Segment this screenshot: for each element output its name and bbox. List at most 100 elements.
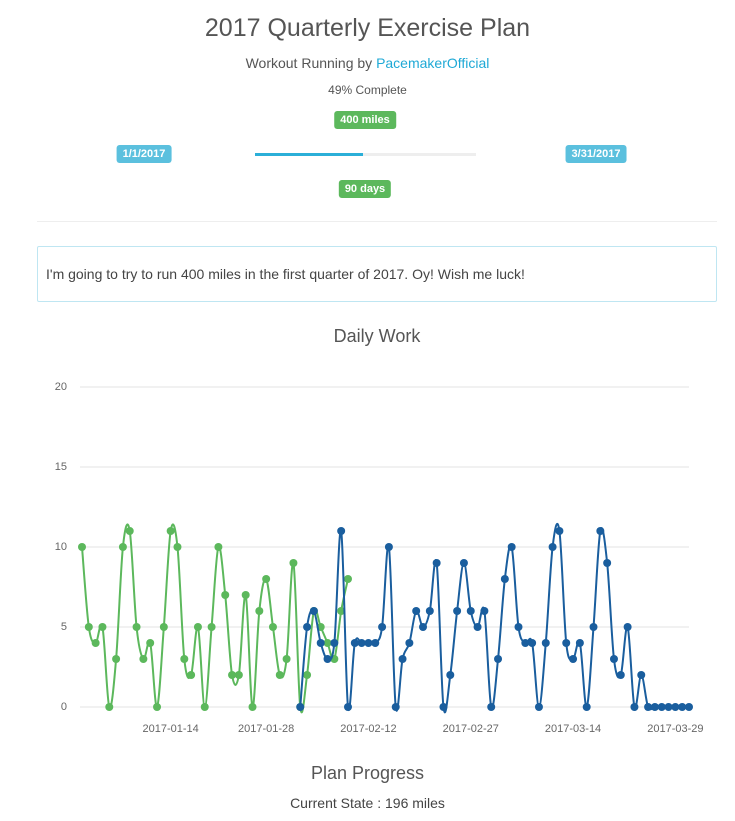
- data-point: [309, 607, 318, 615]
- series-line: [299, 523, 689, 714]
- data-point: [562, 639, 571, 647]
- x-tick-label: 2017-03-14: [545, 723, 601, 735]
- progress-fill: [255, 153, 364, 156]
- data-point: [166, 527, 175, 535]
- data-point: [384, 543, 393, 551]
- x-tick-label: 2017-01-14: [143, 723, 199, 735]
- data-point: [343, 575, 352, 583]
- data-point: [473, 623, 482, 631]
- y-tick-label: 20: [55, 381, 67, 393]
- data-point: [603, 559, 612, 567]
- data-point: [459, 559, 468, 567]
- data-point: [507, 543, 516, 551]
- divider: [37, 221, 717, 222]
- data-point: [596, 527, 605, 535]
- data-point: [405, 639, 414, 647]
- data-point: [391, 703, 400, 711]
- data-point: [187, 671, 196, 679]
- y-tick-label: 0: [61, 701, 67, 713]
- data-point: [323, 639, 332, 647]
- data-point: [425, 607, 434, 615]
- data-point: [528, 639, 537, 647]
- data-point: [78, 543, 86, 551]
- y-tick-label: 5: [61, 621, 67, 633]
- data-point: [289, 559, 298, 567]
- goal-badge: 400 miles: [334, 111, 396, 129]
- data-point: [303, 623, 312, 631]
- data-point: [521, 639, 530, 647]
- author-link[interactable]: PacemakerOfficial: [376, 55, 490, 71]
- data-point: [569, 655, 578, 663]
- data-point: [589, 623, 598, 631]
- y-tick-label: 15: [55, 461, 67, 473]
- data-point: [323, 655, 332, 663]
- data-point: [650, 703, 659, 711]
- data-point: [555, 527, 564, 535]
- data-point: [644, 703, 653, 711]
- data-point: [616, 671, 625, 679]
- data-point: [582, 703, 591, 711]
- data-point: [664, 703, 673, 711]
- data-point: [500, 575, 509, 583]
- data-point: [248, 703, 257, 711]
- subtitle: Workout Running by PacemakerOfficial: [0, 55, 735, 71]
- data-point: [228, 671, 237, 679]
- data-point: [446, 671, 455, 679]
- data-point: [125, 527, 134, 535]
- data-point: [173, 543, 182, 551]
- data-point: [453, 607, 462, 615]
- description-box: I'm going to try to run 400 miles in the…: [37, 246, 717, 302]
- data-point: [657, 703, 666, 711]
- data-point: [378, 623, 387, 631]
- data-point: [153, 703, 162, 711]
- data-point: [98, 623, 107, 631]
- data-point: [671, 703, 680, 711]
- progress-track: [255, 153, 476, 156]
- subtitle-text: Workout Running by: [245, 55, 373, 71]
- data-point: [487, 703, 496, 711]
- data-point: [316, 639, 325, 647]
- data-point: [159, 623, 168, 631]
- data-point: [685, 703, 693, 711]
- data-point: [630, 703, 639, 711]
- data-point: [337, 607, 346, 615]
- data-point: [439, 703, 448, 711]
- data-point: [139, 655, 148, 663]
- x-tick-label: 2017-01-28: [238, 723, 294, 735]
- data-point: [534, 703, 543, 711]
- data-point: [200, 703, 209, 711]
- page-title: 2017 Quarterly Exercise Plan: [204, 14, 531, 42]
- data-point: [275, 671, 284, 679]
- data-point: [118, 543, 127, 551]
- data-point: [609, 655, 618, 663]
- chart-title: Daily Work: [334, 326, 422, 346]
- data-point: [180, 655, 189, 663]
- data-point: [678, 703, 687, 711]
- description: I'm going to try to run 400 miles in the…: [46, 266, 525, 282]
- data-point: [514, 623, 523, 631]
- data-point: [357, 639, 366, 647]
- chart: Daily Work 0 5 10 15 20 2017-01-14 2017-01-28 2…: [55, 326, 704, 735]
- data-point: [623, 623, 632, 631]
- data-point: [466, 607, 475, 615]
- data-point: [193, 623, 202, 631]
- data-point: [412, 607, 421, 615]
- data-point: [343, 703, 352, 711]
- data-point: [262, 575, 271, 583]
- data-point: [91, 639, 100, 647]
- data-point: [637, 671, 646, 679]
- start-date: 1/1/2017: [116, 145, 172, 163]
- data-point: [350, 639, 359, 647]
- data-point: [214, 543, 223, 551]
- end-date: 3/31/2017: [565, 145, 627, 163]
- data-point: [330, 639, 339, 647]
- x-tick-label: 2017-02-12: [340, 723, 396, 735]
- data-point: [221, 591, 230, 599]
- data-point: [364, 639, 373, 647]
- data-point: [494, 655, 503, 663]
- data-point: [303, 671, 312, 679]
- data-point: [84, 623, 93, 631]
- data-point: [419, 623, 428, 631]
- data-point: [241, 591, 250, 599]
